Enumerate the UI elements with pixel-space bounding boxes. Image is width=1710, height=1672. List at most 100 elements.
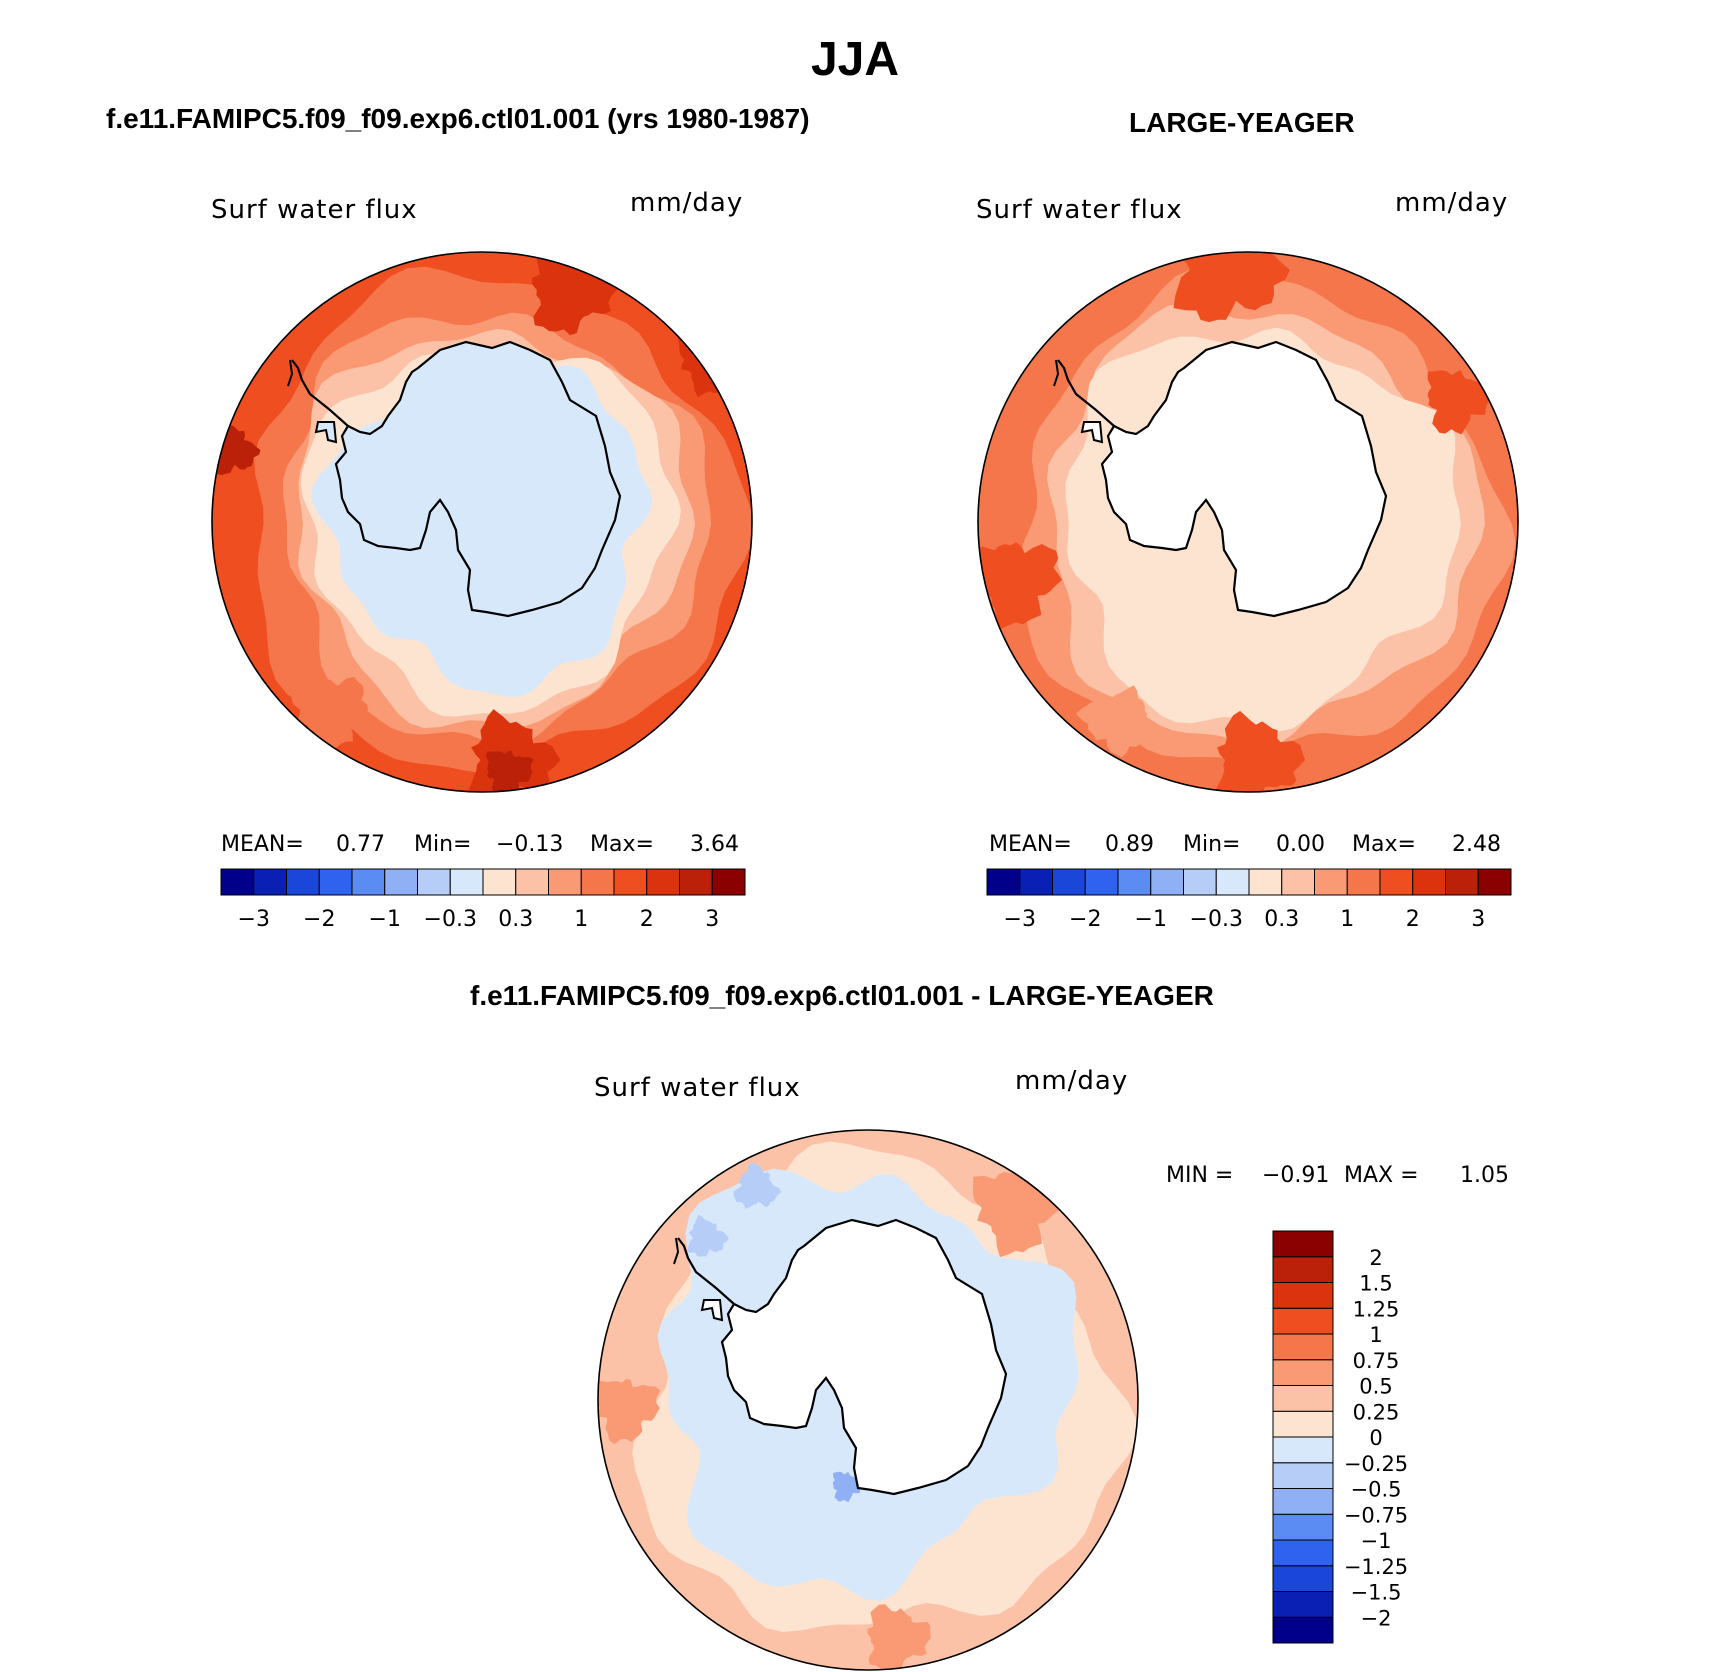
mean-label-obs: MEAN= bbox=[989, 832, 1072, 857]
colorbar-tick-label: 3 bbox=[705, 907, 719, 932]
colorbar-swatch bbox=[1314, 868, 1348, 896]
variable-label-model: Surf water flux bbox=[211, 195, 418, 225]
colorbar-swatch bbox=[1272, 1539, 1334, 1567]
colorbar-swatch bbox=[646, 868, 680, 896]
panel-title-model: f.e11.FAMIPC5.f09_f09.exp6.ctl01.001 (yr… bbox=[106, 103, 810, 134]
colorbar-tick-label: −3 bbox=[1004, 907, 1036, 932]
mean-label-model: MEAN= bbox=[221, 832, 304, 857]
colorbar-swatch bbox=[1272, 1410, 1334, 1438]
colorbar-swatch bbox=[1477, 868, 1512, 896]
max-value-model: 3.64 bbox=[690, 832, 739, 857]
colorbar-swatch bbox=[1117, 868, 1152, 896]
colorbar-swatch bbox=[220, 868, 255, 896]
colorbar-swatch bbox=[515, 868, 549, 896]
mean-value-obs: 0.89 bbox=[1105, 832, 1154, 857]
island-coastline bbox=[673, 1237, 680, 1265]
colorbar-swatch bbox=[1272, 1462, 1334, 1489]
island-coastline bbox=[287, 359, 294, 387]
colorbar-swatch bbox=[1248, 868, 1283, 896]
colorbar-swatch bbox=[1215, 868, 1250, 896]
units-label-obs: mm/day bbox=[1395, 188, 1509, 218]
max-label-obs: Max= bbox=[1352, 832, 1416, 857]
colorbar-swatch bbox=[1412, 868, 1446, 896]
field-blob bbox=[687, 1214, 729, 1257]
antarctica-coastline bbox=[720, 1218, 1008, 1496]
colorbar-swatch bbox=[1272, 1616, 1334, 1644]
colorbar-swatch bbox=[1084, 868, 1119, 896]
panel-title-obs: LARGE-YEAGER bbox=[1129, 107, 1355, 138]
ice-shelf-coastline bbox=[700, 1299, 724, 1322]
colorbar-swatch bbox=[1272, 1513, 1334, 1541]
island-coastline bbox=[1053, 359, 1060, 387]
colorbar-swatch bbox=[1272, 1385, 1334, 1412]
mean-value-model: 0.77 bbox=[336, 832, 385, 857]
colorbar-swatch bbox=[1272, 1488, 1334, 1515]
colorbar-swatch bbox=[1272, 1436, 1334, 1464]
colorbar-tick-label: 1 bbox=[1340, 907, 1354, 932]
field-blob bbox=[468, 709, 561, 792]
colorbar-diff: −2−1.5−1.25−1−0.75−0.5−0.2500.250.50.751… bbox=[1272, 1230, 1408, 1644]
polar-map-diff bbox=[597, 1129, 1139, 1671]
colorbar-swatch bbox=[417, 868, 451, 896]
colorbar-swatch bbox=[449, 868, 484, 896]
colorbar-tick-label: −0.3 bbox=[424, 907, 477, 932]
colorbar-tick-label: 3 bbox=[1471, 907, 1485, 932]
colorbar-tick-label: −0.5 bbox=[1351, 1478, 1402, 1502]
colorbar-tick-label: 1 bbox=[574, 907, 588, 932]
colorbar-tick-label: −0.3 bbox=[1190, 907, 1243, 932]
figure-title: JJA bbox=[810, 33, 900, 86]
antarctica-coastline bbox=[1100, 340, 1388, 618]
colorbar-tick-label: 0.3 bbox=[1264, 907, 1299, 932]
min-label-diff: MIN = bbox=[1166, 1163, 1234, 1188]
max-value-obs: 2.48 bbox=[1452, 832, 1501, 857]
min-label-obs: Min= bbox=[1183, 832, 1241, 857]
colorbar-swatch bbox=[580, 868, 615, 896]
map-boundary bbox=[977, 251, 1519, 793]
colorbar-tick-label: −0.75 bbox=[1344, 1503, 1408, 1527]
colorbar-swatch bbox=[1019, 868, 1053, 896]
colorbar-tick-label: 0 bbox=[1369, 1426, 1382, 1450]
units-label-diff: mm/day bbox=[1015, 1066, 1129, 1096]
field-blob bbox=[532, 252, 617, 336]
colorbar-swatch bbox=[253, 868, 287, 896]
colorbar-model: −3 −2 −1 −0.3 0.3 1 2 3 bbox=[220, 868, 746, 932]
colorbar-swatch bbox=[286, 868, 320, 896]
colorbar-swatch bbox=[482, 868, 517, 896]
field-blob bbox=[1215, 710, 1306, 792]
colorbar-swatch bbox=[1150, 868, 1184, 896]
colorbar-tick-label: −1.25 bbox=[1344, 1555, 1408, 1579]
polar-map-obs bbox=[977, 251, 1519, 793]
field-blob bbox=[1427, 370, 1491, 435]
colorbar-swatch bbox=[1272, 1359, 1334, 1386]
colorbar-tick-label: 0.5 bbox=[1359, 1375, 1392, 1399]
field-blob bbox=[832, 1471, 863, 1503]
field-blob bbox=[291, 676, 369, 751]
colorbar-tick-label: −1.5 bbox=[1351, 1581, 1402, 1605]
colorbar-swatch bbox=[384, 868, 418, 896]
colorbar-tick-label: 1.25 bbox=[1353, 1297, 1400, 1321]
panel-title-diff: f.e11.FAMIPC5.f09_f09.exp6.ctl01.001 - L… bbox=[470, 980, 1214, 1011]
colorbar-swatch bbox=[1346, 868, 1381, 896]
field-blob bbox=[1173, 252, 1290, 323]
map-boundary bbox=[211, 251, 753, 793]
colorbar-swatch bbox=[679, 868, 713, 896]
colorbar-tick-label: 1 bbox=[1369, 1323, 1382, 1347]
max-value-diff: 1.05 bbox=[1460, 1163, 1509, 1188]
colorbar-swatch bbox=[1183, 868, 1217, 896]
units-label-model: mm/day bbox=[630, 188, 744, 218]
field-blob bbox=[485, 750, 534, 792]
field-blob bbox=[598, 1379, 661, 1445]
colorbar-tick-label: 0.3 bbox=[498, 907, 533, 932]
antarctic-peninsula-coastline bbox=[677, 1237, 735, 1305]
min-value-obs: 0.00 bbox=[1276, 832, 1325, 857]
field-blob bbox=[1076, 685, 1148, 758]
colorbar-swatch bbox=[1272, 1591, 1334, 1618]
colorbar-tick-label: 2 bbox=[640, 907, 654, 932]
colorbar-swatch bbox=[1052, 868, 1086, 896]
colorbar-swatch bbox=[1272, 1307, 1334, 1335]
min-value-diff: −0.91 bbox=[1262, 1163, 1330, 1188]
colorbar-tick-label: −2 bbox=[1361, 1606, 1392, 1630]
ice-shelf-coastline bbox=[1080, 421, 1104, 444]
max-label-diff: MAX = bbox=[1344, 1163, 1419, 1188]
colorbar-tick-label: 2 bbox=[1369, 1246, 1382, 1270]
